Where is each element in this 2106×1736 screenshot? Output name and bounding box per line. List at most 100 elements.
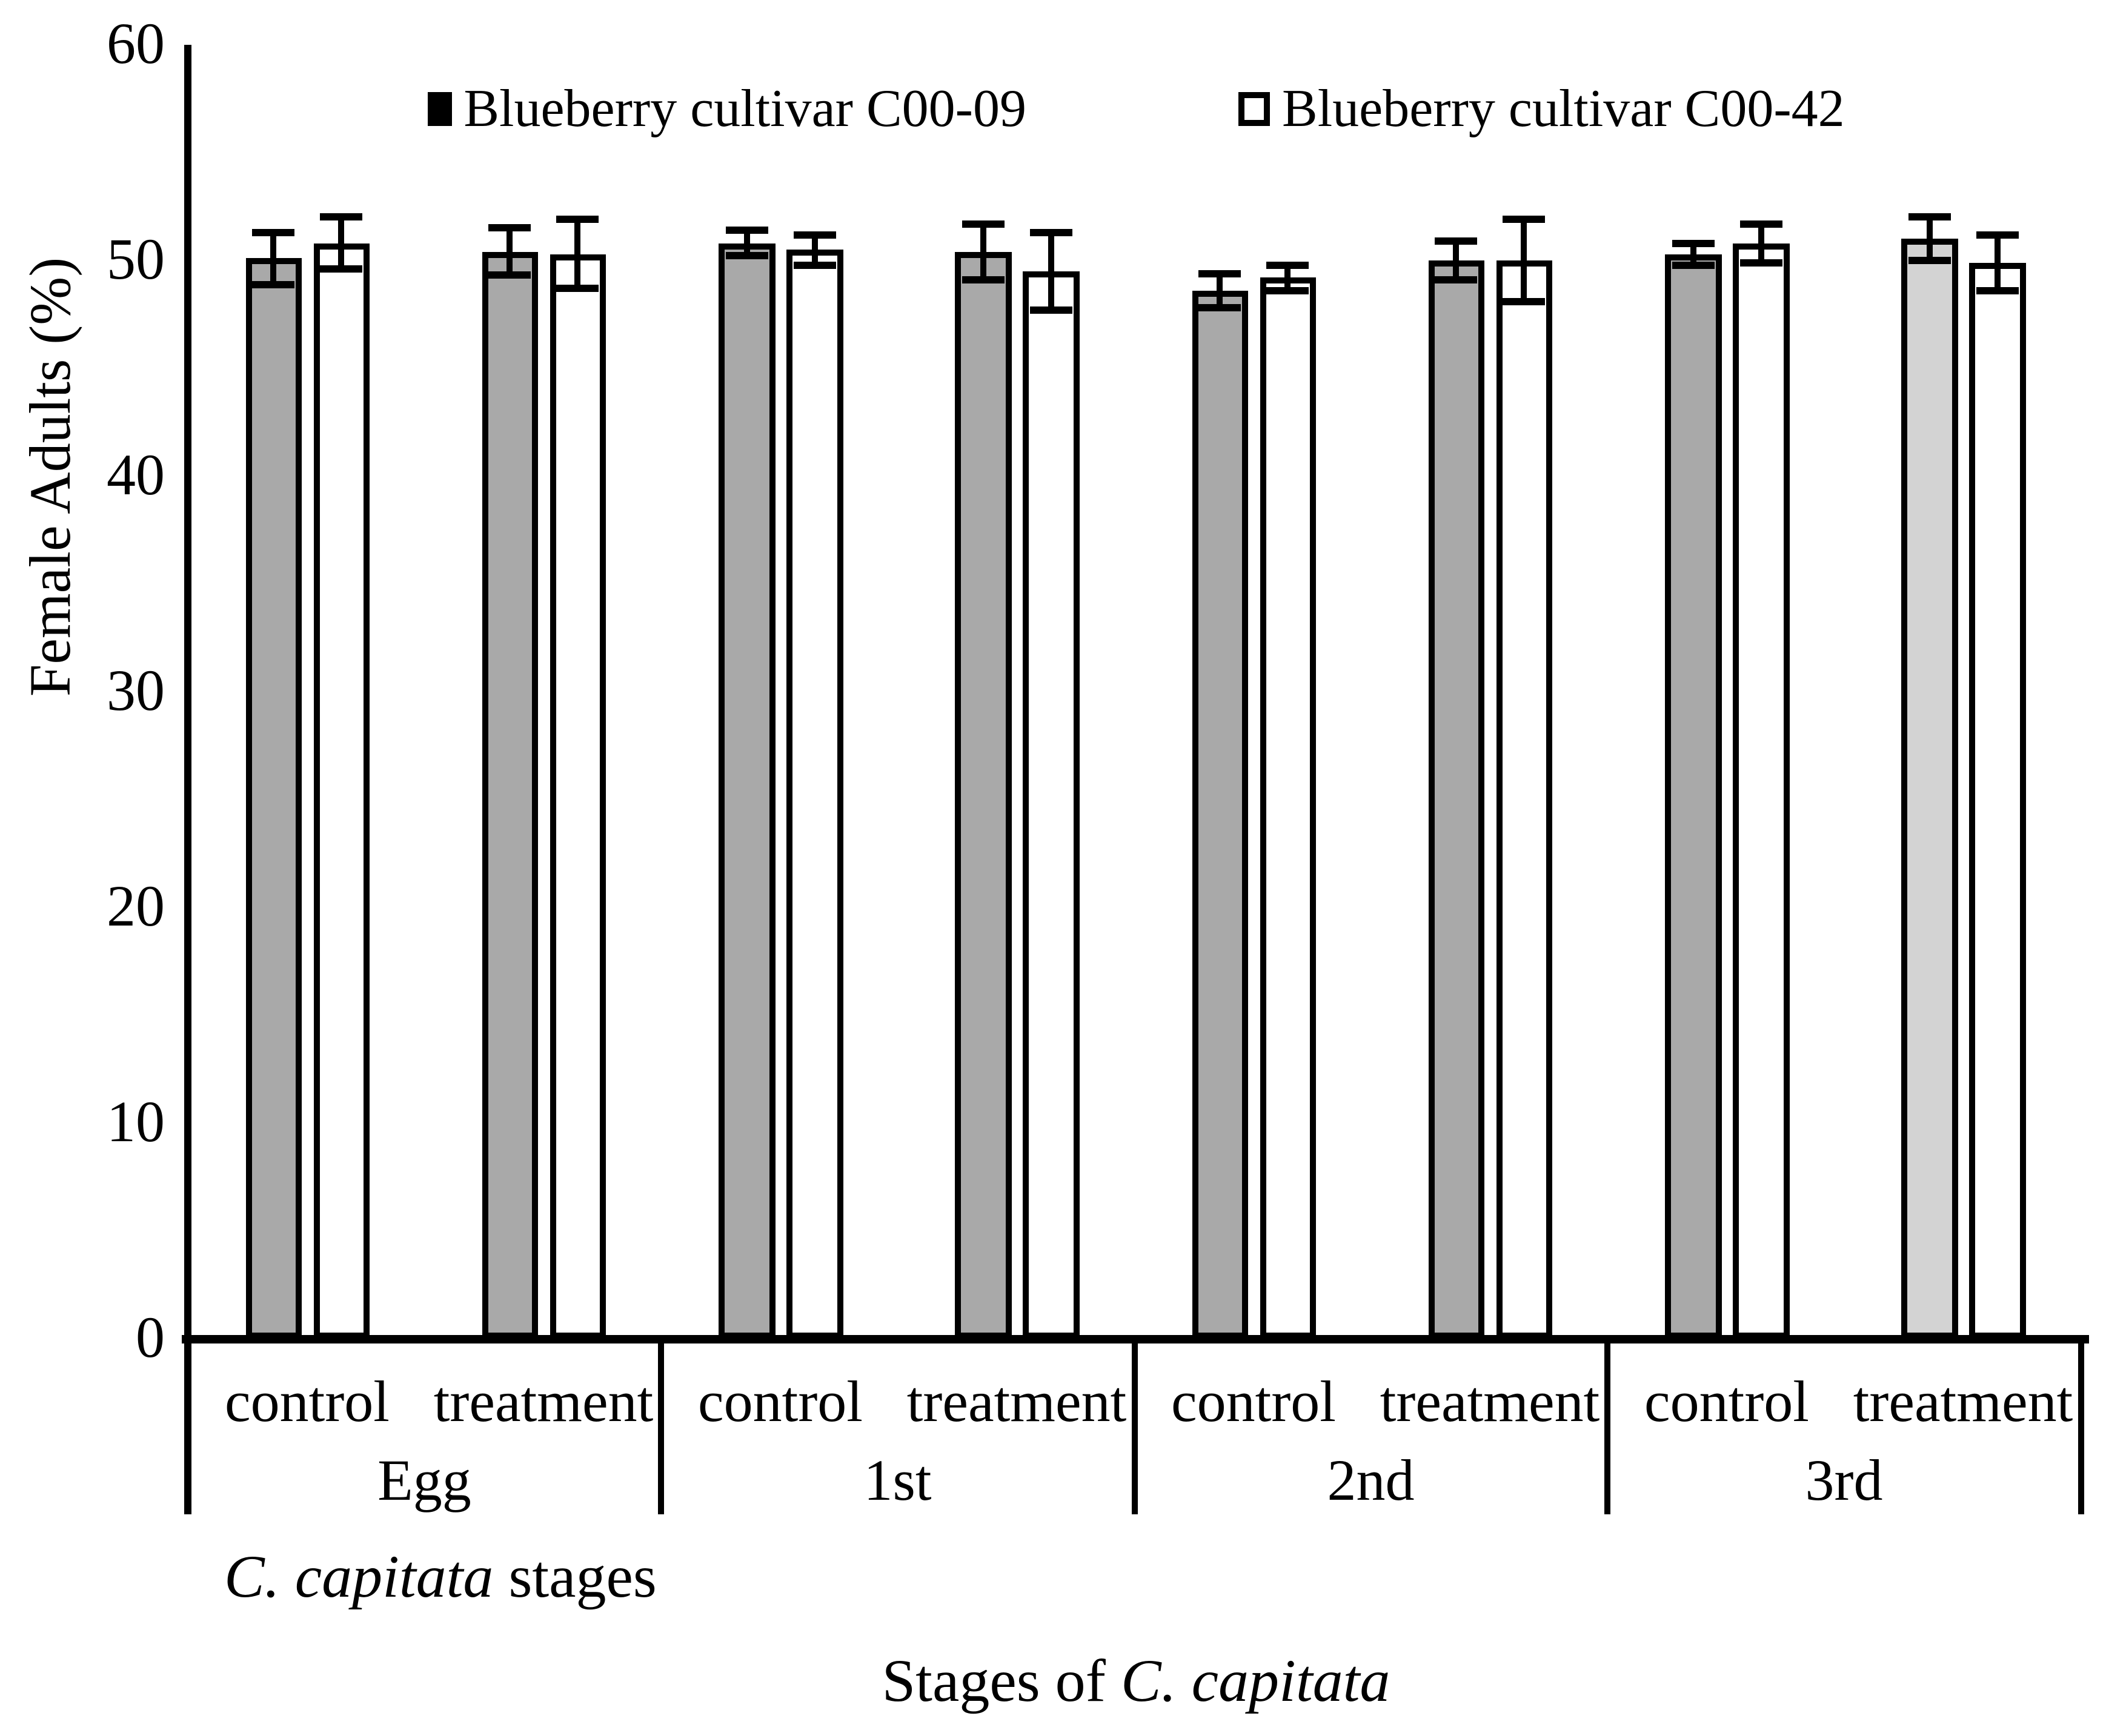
error-bar-cap-top [725,227,768,234]
error-bar-cap-bottom [1739,259,1782,267]
error-bar-line [1758,224,1764,263]
bar-2nd-treatment-series1 [1496,260,1552,1339]
bar-3rd-treatment-series1 [1969,262,2025,1339]
error-bar-cap-top [793,231,836,239]
y-tick-label: 60 [107,12,165,76]
y-axis-line [184,45,191,1514]
bar-3rd-treatment-series0 [1901,239,1958,1339]
condition-label: control [225,1370,390,1434]
error-bar-cap-bottom [725,252,768,260]
bar-2nd-control-series1 [1260,277,1316,1339]
category-divider [1604,1343,1610,1514]
x-axis-title: Stages of C. capitata [188,1645,2084,1715]
y-tick-label: 10 [107,1090,165,1155]
legend-entry-c00-42: Blueberry cultivar C00-42 [1238,82,1845,136]
y-tick-label: 0 [136,1306,165,1370]
error-bar-cap-bottom [1029,306,1072,314]
error-bar-cap-top [1435,237,1478,245]
bar-2nd-control-series0 [1192,290,1248,1339]
error-bar-line [1217,273,1223,308]
legend-filled-square-icon [427,92,452,126]
error-bar-cap-bottom [1976,287,2019,294]
error-bar-cap-bottom [1503,297,1546,305]
error-bar-cap-bottom [1435,276,1478,284]
axis-note-italic-text: C. capitata [224,1542,494,1610]
legend-label: Blueberry cultivar C00-09 [463,79,1026,138]
y-tick-label: 20 [107,875,165,939]
error-bar-cap-top [1672,239,1715,247]
error-bar-cap-top [252,228,295,236]
error-bar-line [1453,240,1460,280]
x-axis-title-regular-text: Stages of [882,1646,1121,1714]
error-bar-line [1994,234,2001,291]
stage-label: 1st [863,1449,932,1513]
error-bar-line [574,219,581,289]
condition-label: control [1171,1370,1336,1434]
error-bar-line [1048,232,1054,310]
error-bar-line [811,234,818,265]
error-bar-cap-top [1198,270,1241,277]
stage-label: Egg [377,1449,471,1513]
axis-note-caption: C. capitata stages [224,1541,657,1611]
error-bar-cap-bottom [320,265,363,273]
error-bar-cap-bottom [1672,261,1715,269]
bar-3rd-control-series0 [1665,254,1721,1339]
error-bar-cap-top [1266,261,1309,269]
condition-label: treatment [433,1370,654,1434]
error-bar-cap-top [488,224,531,232]
error-bar-cap-bottom [556,285,599,293]
bar-Egg-control-series1 [313,243,370,1339]
category-divider [1131,1343,1137,1514]
error-bar-cap-top [1976,231,2019,239]
error-bar-cap-top [1503,216,1546,224]
condition-label: treatment [906,1370,1127,1434]
bar-1st-treatment-series0 [955,251,1011,1339]
error-bar-line [1284,265,1291,291]
error-bar-cap-top [320,213,363,221]
x-axis-title-italic-text: C. capitata [1120,1646,1390,1714]
legend-hollow-square-icon [1238,92,1270,126]
error-bar-line [1926,217,1933,260]
error-bar-cap-bottom [793,261,836,269]
axis-note-regular-text: stages [493,1542,657,1610]
error-bar-cap-top [1029,228,1072,236]
error-bar-cap-bottom [962,276,1005,284]
y-tick-label: 30 [107,659,165,723]
error-bar-line [743,230,750,256]
error-bar-line [338,217,345,270]
error-bar-line [1690,243,1696,265]
stage-label: 3rd [1805,1449,1883,1513]
x-axis-line [182,1335,2089,1343]
legend-label: Blueberry cultivar C00-42 [1282,79,1845,138]
condition-label: treatment [1853,1370,2073,1434]
bar-1st-control-series0 [719,243,775,1339]
bar-Egg-treatment-series0 [482,251,538,1339]
category-divider [658,1343,664,1514]
legend-entry-c00-09: Blueberry cultivar C00-09 [427,82,1026,136]
error-bar-cap-bottom [488,271,531,279]
error-bar-cap-top [556,216,599,224]
error-bar-cap-bottom [1908,257,1951,264]
error-bar-cap-top [1908,213,1951,221]
error-bar-line [270,232,277,285]
bar-2nd-treatment-series0 [1428,260,1484,1339]
error-bar-cap-bottom [1198,304,1241,312]
condition-label: treatment [1380,1370,1600,1434]
bar-Egg-treatment-series1 [550,254,606,1339]
bar-1st-treatment-series1 [1023,271,1079,1339]
table-right-border [2078,1339,2084,1514]
y-tick-label: 50 [107,228,165,292]
stage-label: 2nd [1327,1449,1415,1513]
condition-label: control [1644,1370,1809,1434]
error-bar-cap-top [962,220,1005,228]
error-bar-cap-bottom [1266,287,1309,294]
error-bar-line [980,224,986,280]
error-bar-line [1521,219,1527,302]
bar-Egg-control-series0 [245,258,302,1339]
bar-1st-control-series1 [786,250,843,1339]
bar-3rd-control-series1 [1733,243,1789,1339]
y-tick-label: 40 [107,443,165,508]
error-bar-cap-top [1739,220,1782,228]
